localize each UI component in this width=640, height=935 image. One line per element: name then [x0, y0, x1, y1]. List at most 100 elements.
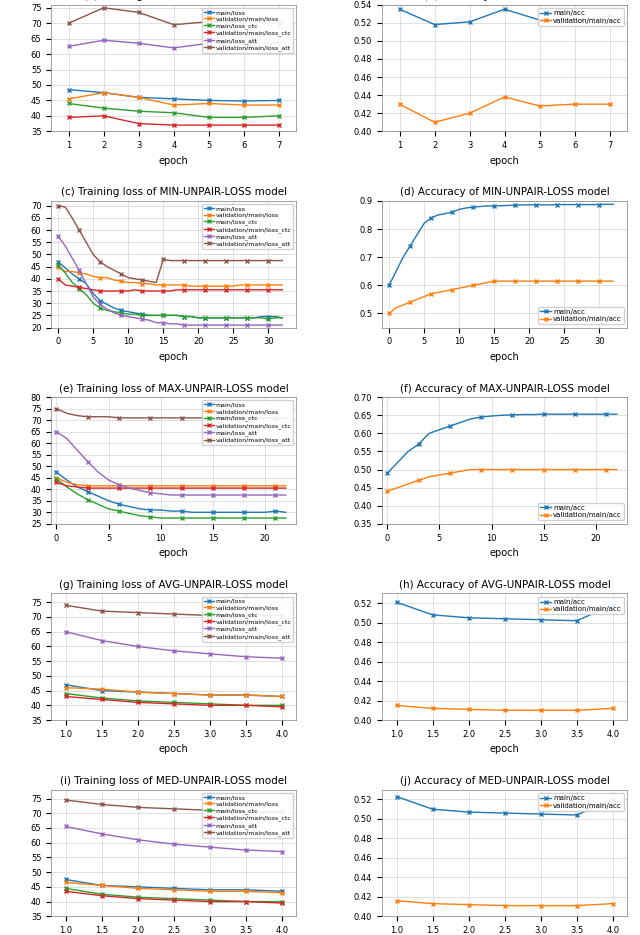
- main/loss_ctc: [63, 482, 70, 493]
- main/loss_ctc: [278, 896, 285, 907]
- main/acc: [511, 199, 519, 210]
- main/loss_ctc: [242, 896, 250, 907]
- main/loss_ctc: [209, 312, 216, 324]
- validation/main/loss_ctc: [223, 284, 230, 295]
- Line: main/acc: main/acc: [394, 795, 615, 817]
- main/loss: [62, 679, 70, 690]
- main/loss_ctc: [278, 699, 285, 711]
- validation/main/loss_ctc: [206, 896, 214, 907]
- main/loss: [264, 311, 272, 323]
- main/loss_ctc: [68, 277, 76, 288]
- validation/main/acc: [465, 704, 472, 715]
- main/acc: [574, 199, 582, 210]
- main/acc: [393, 791, 401, 802]
- main/loss_ctc: [236, 312, 244, 324]
- validation/main/acc: [462, 281, 470, 293]
- validation/main/loss_att: [166, 255, 174, 266]
- main/loss_ctc: [134, 696, 141, 707]
- main/loss: [125, 501, 133, 512]
- validation/main/loss_ctc: [159, 285, 167, 296]
- main/loss_ctc: [206, 698, 214, 710]
- Legend: main/loss, validation/main/loss, main/loss_ctc, validation/main/loss_ctc, main/l: main/loss, validation/main/loss, main/lo…: [202, 204, 293, 249]
- validation/main/loss_att: [243, 255, 251, 266]
- validation/main/loss: [242, 689, 250, 700]
- validation/main/loss_att: [242, 806, 250, 817]
- validation/main/acc: [498, 464, 506, 475]
- validation/main/loss_ctc: [63, 481, 70, 492]
- main/loss_att: [251, 489, 259, 500]
- validation/main/loss_ctc: [242, 896, 250, 907]
- validation/main/loss_ctc: [152, 285, 160, 296]
- validation/main/loss: [278, 691, 285, 702]
- validation/main/loss: [76, 267, 83, 279]
- main/loss: [100, 87, 108, 98]
- validation/main/loss_ctc: [170, 698, 177, 710]
- validation/main/loss_ctc: [206, 699, 214, 711]
- validation/main/loss: [65, 94, 72, 105]
- main/loss: [188, 507, 196, 518]
- Title: (e) Training loss of MAX-UNPAIR-LOSS model: (e) Training loss of MAX-UNPAIR-LOSS mod…: [59, 383, 289, 394]
- main/loss_ctc: [115, 506, 123, 517]
- main/loss_att: [115, 479, 123, 490]
- validation/main/loss_att: [170, 19, 177, 30]
- Line: main/loss_ctc: main/loss_ctc: [54, 477, 288, 520]
- main/loss_ctc: [264, 313, 272, 324]
- main/loss_att: [271, 489, 279, 500]
- validation/main/loss: [264, 280, 272, 291]
- validation/main/loss_ctc: [125, 482, 133, 494]
- main/loss_ctc: [157, 512, 164, 524]
- validation/main/acc: [573, 900, 580, 912]
- main/loss_att: [76, 265, 83, 276]
- validation/main/loss_att: [240, 412, 248, 424]
- validation/main/loss_att: [271, 255, 279, 266]
- main/loss_ctc: [61, 267, 69, 279]
- validation/main/loss_ctc: [240, 120, 248, 131]
- main/acc: [497, 200, 505, 211]
- main/loss_ctc: [220, 512, 227, 524]
- Line: validation/main/acc: validation/main/acc: [397, 94, 612, 124]
- main/loss: [240, 507, 248, 518]
- Line: validation/main/loss_ctc: validation/main/loss_ctc: [54, 481, 288, 490]
- main/loss: [271, 506, 279, 517]
- main/loss_att: [152, 317, 160, 328]
- main/loss: [136, 503, 144, 514]
- validation/main/acc: [602, 464, 610, 475]
- validation/main/loss_ctc: [278, 701, 285, 712]
- main/loss: [209, 312, 216, 324]
- main/loss_ctc: [62, 688, 70, 699]
- validation/main/loss: [198, 481, 206, 492]
- Line: validation/main/loss: validation/main/loss: [63, 881, 284, 895]
- validation/main/loss_att: [278, 255, 286, 266]
- validation/main/loss_att: [63, 408, 70, 419]
- validation/main/loss: [282, 481, 290, 492]
- main/loss_att: [74, 444, 81, 455]
- main/loss_ctc: [261, 512, 269, 524]
- validation/main/loss_ctc: [229, 284, 237, 295]
- validation/main/loss_att: [98, 798, 106, 810]
- main/loss_ctc: [243, 312, 251, 324]
- main/loss_ctc: [178, 512, 186, 524]
- validation/main/loss_att: [271, 412, 279, 424]
- validation/main/acc: [483, 277, 491, 288]
- main/acc: [428, 212, 435, 223]
- main/loss_ctc: [250, 312, 258, 324]
- validation/main/loss_ctc: [242, 699, 250, 711]
- Line: main/loss: main/loss: [67, 88, 281, 103]
- main/loss_ctc: [125, 508, 133, 519]
- Line: validation/main/loss_att: validation/main/loss_att: [63, 603, 284, 618]
- main/loss: [275, 94, 283, 106]
- validation/main/loss_att: [188, 412, 196, 424]
- validation/main/loss_ctc: [100, 110, 108, 122]
- main/loss_att: [173, 318, 181, 329]
- validation/main/loss_ctc: [188, 284, 195, 295]
- validation/main/loss_att: [117, 268, 125, 280]
- Line: validation/main/loss_att: validation/main/loss_att: [54, 407, 288, 420]
- main/loss_ctc: [90, 297, 97, 309]
- validation/main/acc: [536, 100, 543, 111]
- validation/main/loss_ctc: [84, 482, 92, 494]
- main/loss: [251, 507, 259, 518]
- validation/main/acc: [465, 899, 472, 910]
- main/loss_ctc: [62, 883, 70, 894]
- validation/main/loss: [138, 278, 146, 289]
- validation/main/acc: [406, 296, 414, 308]
